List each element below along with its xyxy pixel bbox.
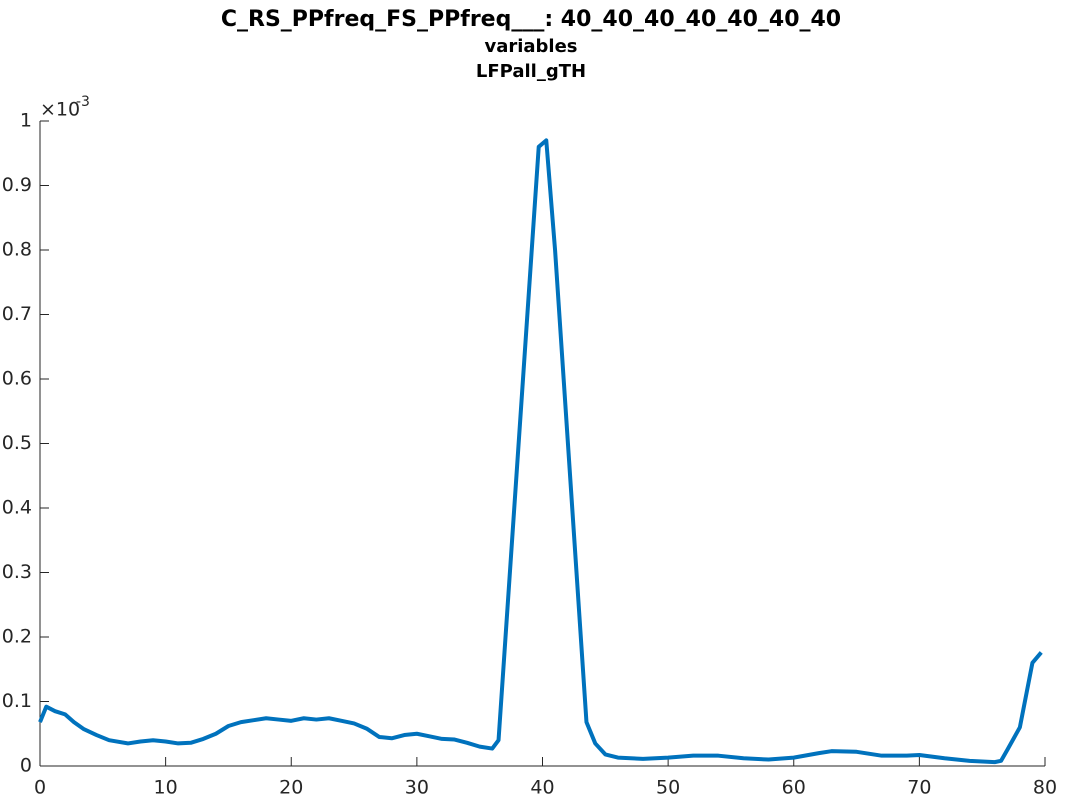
y-tick-label: 0.2 [2,626,32,648]
chart-subtitle: variables [484,36,577,57]
y-exponent-base: ×10 [40,99,80,121]
x-tick-label: 10 [154,777,178,799]
x-tick-label: 50 [656,777,680,799]
data-line [38,138,1043,765]
x-tick-label: 20 [279,777,303,799]
y-tick-label: 0.1 [2,690,32,712]
y-tick-label: 0.4 [2,497,32,519]
y-tick-label: 1 [20,110,32,132]
x-tick-label: 80 [1033,777,1057,799]
y-tick-label: 0.6 [2,368,32,390]
y-tick-label: 0.5 [2,432,32,454]
x-tick-label: 40 [530,777,554,799]
chart-subtitle: LFPall_gTH [476,61,586,82]
x-tick-label: 60 [782,777,806,799]
x-tick-label: 30 [405,777,429,799]
x-tick-label: 70 [907,777,931,799]
x-tick-label: 0 [34,777,46,799]
y-tick-label: 0.9 [2,174,32,196]
y-tick-label: 0.3 [2,561,32,583]
chart-title: C_RS_PPfreq_FS_PPfreq___: 40_40_40_40_40… [221,7,841,32]
y-exponent-power: -3 [76,94,90,110]
y-tick-label: 0 [20,755,32,777]
y-tick-label: 0.7 [2,303,32,325]
y-tick-label: 0.8 [2,239,32,261]
